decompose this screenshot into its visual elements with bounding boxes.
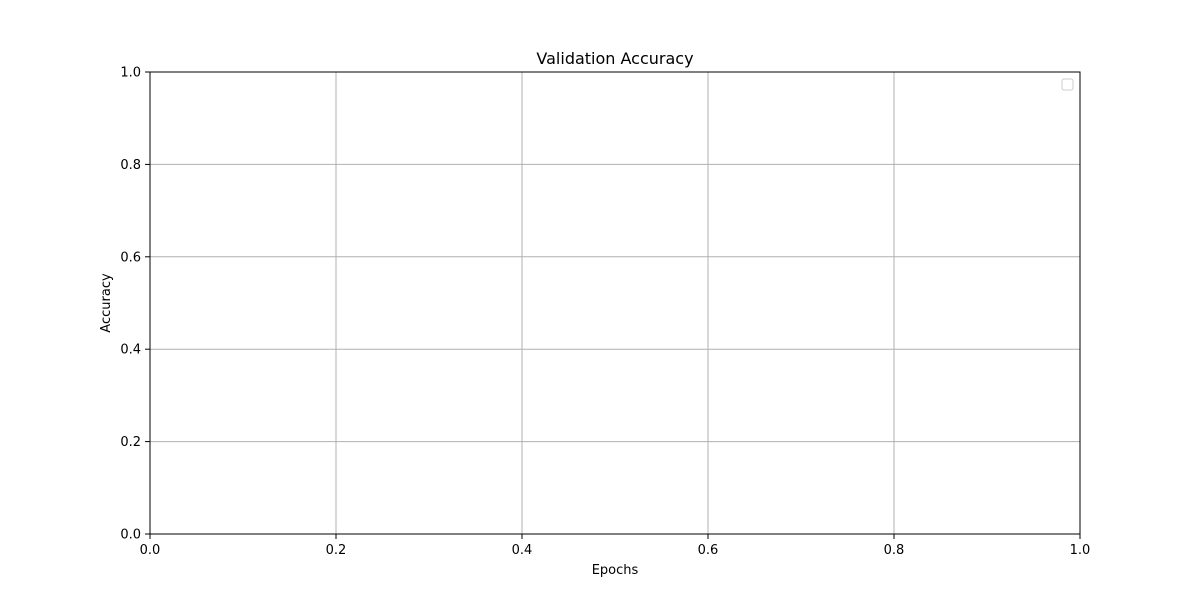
- y-tick-label: 0.8: [120, 158, 141, 173]
- y-tick-label: 0.0: [120, 528, 141, 543]
- x-tick-label: 0.6: [698, 543, 719, 558]
- chart-title: Validation Accuracy: [536, 49, 693, 68]
- legend-box: [1061, 78, 1074, 91]
- y-axis: 0.0 0.2 0.4 0.6 0.8 1.0: [120, 66, 150, 543]
- y-axis-label: Accuracy: [99, 273, 114, 333]
- y-tick-label: 1.0: [120, 66, 141, 81]
- plot-area: [150, 72, 1080, 534]
- x-tick-label: 0.0: [140, 543, 161, 558]
- x-axis-label: Epochs: [592, 563, 639, 578]
- x-tick-label: 0.4: [512, 543, 533, 558]
- x-tick-label: 0.2: [326, 543, 347, 558]
- y-tick-label: 0.2: [120, 435, 141, 450]
- legend: [1061, 78, 1074, 91]
- y-tick-label: 0.6: [120, 250, 141, 265]
- x-tick-label: 1.0: [1070, 543, 1091, 558]
- y-tick-label: 0.4: [120, 343, 141, 358]
- axes-frame: [149, 71, 1081, 535]
- x-tick-label: 0.8: [884, 543, 905, 558]
- x-axis: 0.0 0.2 0.4 0.6 0.8 1.0: [140, 534, 1091, 558]
